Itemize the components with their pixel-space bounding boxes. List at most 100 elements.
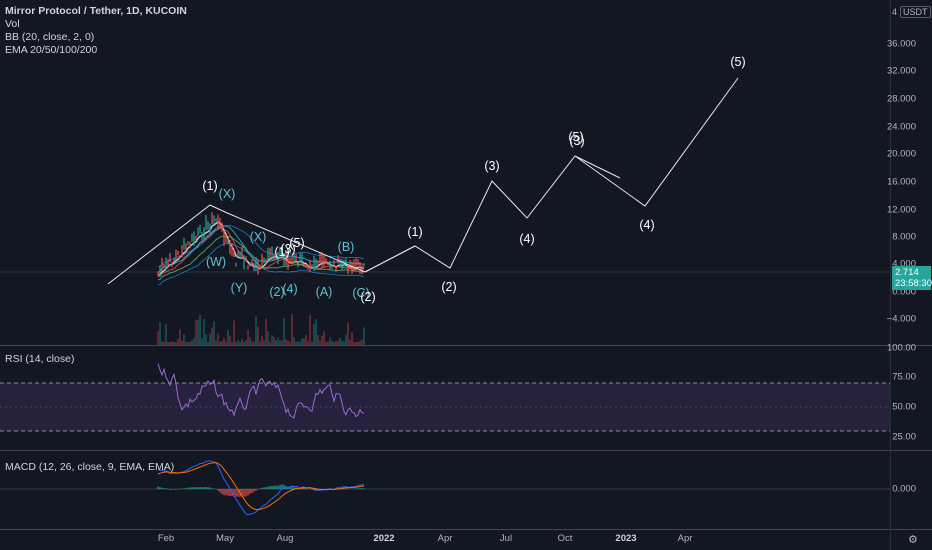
macd-legend[interactable]: MACD (12, 26, close, 9, EMA, EMA) (5, 461, 175, 473)
rsi-legend[interactable]: RSI (14, close) (5, 353, 75, 365)
macd-histogram-bar (245, 489, 247, 497)
volume-bar (331, 340, 333, 345)
wave-label: (B) (337, 240, 355, 254)
volume-bar (245, 340, 247, 345)
wave-label: (5) (568, 130, 584, 144)
rsi-tick: 100.00 (886, 342, 916, 354)
macd-histogram-bar (265, 487, 267, 490)
macd-histogram-bar (279, 484, 281, 490)
volume-bar (173, 341, 175, 345)
volume-bar (361, 339, 363, 345)
macd-histogram-bar (235, 489, 237, 497)
volume-bar (213, 321, 215, 345)
volume-bar (299, 341, 301, 345)
volume-bar (157, 331, 159, 345)
volume-bar (271, 335, 273, 345)
volume-bar (223, 337, 225, 345)
volume-bar (313, 323, 315, 345)
volume-bar (349, 339, 351, 345)
time-tick: Feb (157, 533, 175, 544)
volume-bar (195, 320, 197, 345)
time-tick: May (216, 533, 234, 544)
volume-bar (237, 340, 239, 345)
macd-histogram-bar (209, 487, 211, 490)
volume-bar (351, 332, 353, 345)
volume-bar (159, 322, 161, 345)
symbol-title[interactable]: Mirror Protocol / Tether, 1D, KUCOIN (5, 5, 187, 17)
last-price: 2.714 (895, 267, 919, 278)
volume-bar (303, 338, 305, 345)
wave-label: (4) (639, 218, 655, 232)
pane-divider[interactable] (0, 345, 932, 346)
price-axis[interactable] (890, 0, 932, 550)
wave-label: (X) (218, 187, 236, 201)
volume-bar (285, 339, 287, 345)
volume-bar (259, 341, 261, 345)
macd-histogram-bar (247, 489, 249, 496)
volume-legend[interactable]: Vol (5, 18, 20, 30)
wave-label: (2) (360, 290, 376, 304)
ema-legend[interactable]: EMA 20/50/100/200 (5, 44, 98, 56)
macd-histogram-bar (301, 488, 303, 490)
currency-unit-badge[interactable]: USDT (900, 6, 931, 18)
volume-bar (167, 341, 169, 345)
macd-histogram-bar (273, 485, 275, 490)
volume-bar (217, 333, 219, 345)
macd-histogram-bar (223, 489, 225, 496)
wave-label: (X) (249, 230, 267, 244)
volume-bar (227, 329, 229, 345)
indicator-line (157, 242, 365, 286)
volume-bar (241, 339, 243, 345)
volume-bar (169, 341, 171, 345)
macd-histogram-bar (355, 488, 357, 490)
gear-icon[interactable]: ⚙ (908, 534, 918, 546)
volume-bar (359, 341, 361, 345)
wave-label: (3) (569, 134, 585, 148)
rsi-tick: 25.00 (892, 431, 916, 443)
time-tick: Oct (557, 533, 573, 544)
wave-label: (Y) (230, 281, 248, 295)
macd-histogram-bar (227, 489, 229, 496)
macd-histogram-bar (161, 487, 163, 490)
volume-bar (275, 340, 277, 345)
price-tick: −4.000 (886, 313, 916, 325)
volume-bar (333, 341, 335, 345)
wave-label: (1) (274, 245, 290, 259)
volume-bar (277, 337, 279, 345)
macd-histogram-bar (163, 488, 165, 490)
volume-bar (305, 334, 307, 345)
macd-histogram-bar (191, 487, 193, 490)
volume-bar (273, 336, 275, 345)
wave-label: (2) (269, 285, 285, 299)
macd-histogram-bar (283, 485, 285, 490)
price-tick: 16.000 (886, 176, 916, 188)
wave-label: (W) (205, 255, 227, 269)
volume-bar (341, 340, 343, 345)
price-tick: 24.000 (886, 121, 916, 133)
volume-bar (297, 341, 299, 345)
volume-bar (177, 338, 179, 345)
volume-bar (211, 327, 213, 345)
macd-tick: 0.000 (892, 483, 916, 495)
macd-histogram-bar (213, 488, 215, 490)
macd-histogram-bar (291, 486, 293, 490)
volume-bar (283, 318, 285, 345)
volume-bar (253, 341, 255, 345)
volume-bars (157, 313, 365, 345)
macd-histogram-bar (255, 489, 257, 491)
volume-bar (175, 341, 177, 345)
wave-label: (2) (441, 280, 457, 294)
axis-unit-mark: 4 (892, 7, 898, 17)
bb-legend[interactable]: BB (20, close, 2, 0) (5, 31, 95, 43)
last-price-badge[interactable]: 2.714 23:58:30 (892, 266, 932, 290)
volume-bar (229, 335, 231, 345)
macd-histogram-bar (229, 489, 231, 497)
volume-bar (317, 335, 319, 345)
macd-histogram-bar (343, 488, 345, 490)
volume-bar (187, 341, 189, 345)
macd-histogram-bar (293, 487, 295, 490)
pane-divider[interactable] (0, 450, 932, 451)
volume-bar (307, 341, 309, 345)
macd-line (157, 460, 365, 516)
